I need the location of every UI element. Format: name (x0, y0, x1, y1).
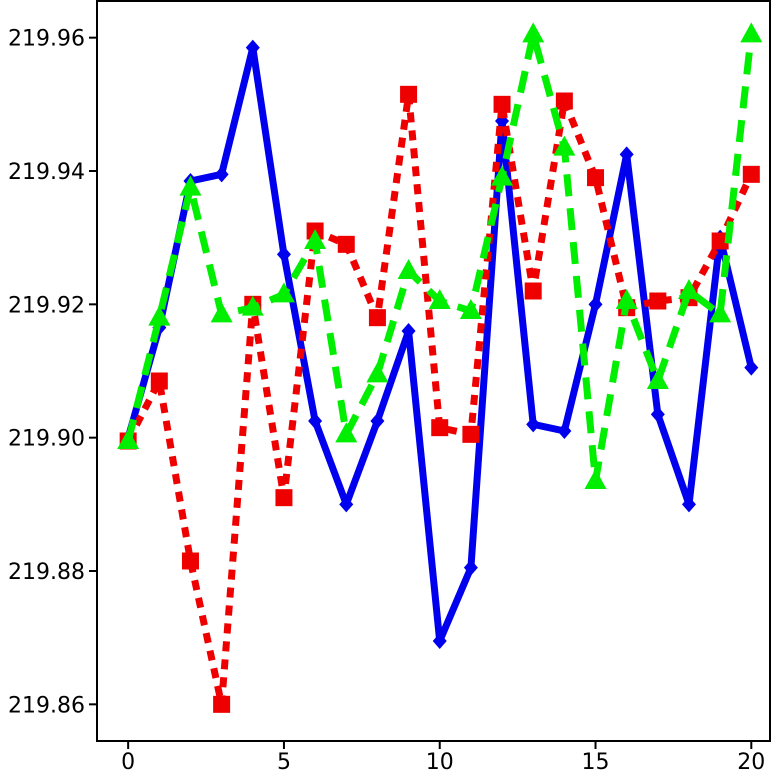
data-point (272, 282, 295, 303)
x-tick-label: 20 (737, 750, 765, 772)
data-point (584, 469, 607, 489)
data-point (366, 362, 389, 383)
data-point (428, 289, 451, 309)
data-point (493, 95, 511, 113)
data-point (150, 372, 168, 390)
data-point (431, 419, 449, 437)
data-point (397, 259, 420, 279)
data-point (709, 302, 732, 323)
y-tick-label: 219.86 (8, 693, 85, 718)
data-point (179, 175, 202, 196)
data-point (210, 302, 233, 323)
data-point (742, 165, 760, 183)
data-point (276, 246, 291, 263)
data-point (615, 289, 638, 309)
data-point (148, 305, 171, 326)
data-point (432, 633, 447, 649)
data-point (400, 85, 418, 103)
data-point (557, 423, 572, 439)
data-point (213, 695, 231, 713)
data-point (339, 496, 354, 513)
data-point (553, 135, 576, 156)
y-tick-label: 219.96 (8, 27, 85, 52)
series-2-line (125, 90, 755, 708)
data-point (308, 413, 323, 429)
data-point (401, 323, 416, 339)
series-3 (117, 22, 763, 489)
x-axis: 0 5 10 15 20 (121, 741, 765, 772)
y-axis: 219.86 219.88 219.90 219.92 219.94 219.96 (8, 27, 97, 718)
data-point (587, 169, 605, 187)
data-point (214, 166, 229, 183)
data-point (588, 296, 603, 313)
data-point (681, 496, 696, 513)
data-point (555, 92, 573, 110)
data-point (181, 552, 199, 570)
data-point (711, 232, 729, 250)
data-point (462, 425, 480, 443)
x-tick-label: 15 (582, 750, 610, 772)
data-point (335, 422, 358, 443)
data-point (304, 229, 327, 249)
data-point (337, 235, 355, 253)
data-point (463, 559, 478, 576)
y-tick-label: 219.94 (8, 160, 85, 185)
series-layer (117, 22, 763, 713)
data-point (650, 406, 665, 423)
data-point (491, 165, 514, 186)
data-point (459, 299, 482, 319)
x-tick-label: 0 (121, 750, 135, 772)
data-point (526, 416, 541, 433)
data-point (744, 359, 759, 376)
x-tick-label: 5 (277, 750, 291, 772)
data-point (619, 146, 634, 163)
data-point (649, 292, 667, 310)
y-tick-label: 219.92 (8, 293, 85, 318)
x-tick-label: 10 (426, 750, 454, 772)
data-point (368, 309, 386, 327)
data-point (646, 369, 669, 389)
y-tick-label: 219.88 (8, 560, 85, 585)
y-tick-label: 219.90 (8, 427, 85, 452)
data-point (241, 295, 264, 316)
data-point (524, 282, 542, 300)
data-point (245, 39, 260, 56)
data-point (275, 489, 293, 507)
data-point (677, 279, 700, 299)
data-point (117, 429, 140, 449)
data-point (522, 22, 545, 43)
data-point (740, 22, 763, 43)
data-point (370, 413, 385, 429)
series-1 (121, 39, 759, 649)
